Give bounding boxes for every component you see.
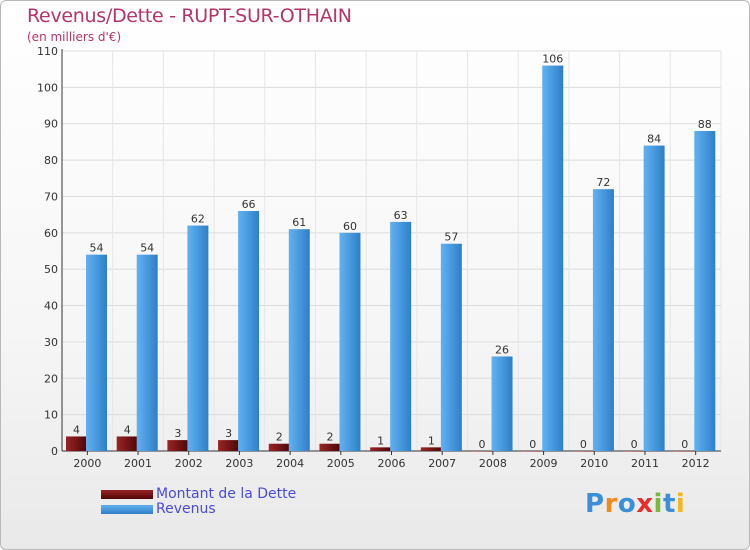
- logo-letter: i: [653, 489, 663, 519]
- legend-swatch-dette: [101, 490, 153, 499]
- data-label-dette-2008: 0: [479, 438, 486, 451]
- data-label-dette-2011: 0: [631, 438, 638, 451]
- bar-revenus-2000: [86, 254, 107, 451]
- data-label-revenus-2010: 72: [596, 176, 610, 189]
- x-tick-label-2009: 2009: [530, 457, 558, 470]
- bar-revenus-2003: [238, 211, 260, 451]
- data-label-dette-2003: 3: [225, 427, 232, 440]
- data-label-dette-2006: 1: [377, 434, 384, 447]
- data-label-dette-2004: 2: [276, 431, 283, 444]
- bar-revenus-2011: [643, 145, 665, 451]
- x-tick-label-2010: 2010: [580, 457, 608, 470]
- bar-revenus-2005: [339, 232, 361, 451]
- bar-dette-2000: [66, 436, 87, 451]
- x-tick-label-2006: 2006: [378, 457, 406, 470]
- logo-letter: P: [585, 489, 605, 519]
- chart-title: Revenus/Dette - RUPT-SUR-OTHAIN: [27, 5, 352, 27]
- y-tick-label-20: 20: [44, 372, 58, 385]
- bar-revenus-2002: [187, 225, 209, 451]
- bar-dette-2010: [572, 451, 594, 452]
- x-tick-label-2003: 2003: [225, 457, 253, 470]
- y-tick-label-30: 30: [44, 336, 58, 349]
- proxiti-logo: Proxiti: [585, 489, 685, 519]
- bar-dette-2011: [623, 451, 645, 452]
- legend-label-revenus: Revenus: [156, 501, 216, 517]
- bar-revenus-2006: [390, 221, 412, 451]
- data-label-dette-2009: 0: [529, 438, 536, 451]
- x-tick-label-2002: 2002: [175, 457, 203, 470]
- data-label-dette-2001: 4: [124, 423, 131, 436]
- x-tick-label-2007: 2007: [428, 457, 456, 470]
- data-label-revenus-2004: 61: [292, 216, 306, 229]
- legend-swatch-revenus: [101, 505, 153, 514]
- data-label-dette-2007: 1: [428, 434, 435, 447]
- y-tick-label-80: 80: [44, 154, 58, 167]
- bar-revenus-2008: [491, 356, 513, 451]
- logo-letter: t: [662, 489, 676, 519]
- bar-dette-2006: [370, 447, 392, 451]
- bar-dette-2001: [116, 436, 138, 451]
- bar-dette-2005: [319, 443, 341, 451]
- bar-dette-2009: [522, 451, 544, 452]
- data-label-revenus-2012: 88: [698, 118, 712, 131]
- logo-letter: o: [617, 489, 637, 519]
- x-tick-label-2011: 2011: [631, 457, 659, 470]
- data-label-dette-2010: 0: [580, 438, 587, 451]
- logo-letter: i: [675, 489, 686, 519]
- y-tick-label-70: 70: [44, 190, 58, 203]
- data-label-dette-2012: 0: [681, 438, 688, 451]
- logo-letter: x: [636, 489, 654, 519]
- logo-letter: r: [604, 489, 618, 519]
- bar-revenus-2012: [694, 131, 716, 451]
- data-label-revenus-2002: 62: [191, 213, 205, 226]
- y-tick-label-90: 90: [44, 118, 58, 131]
- bar-revenus-2004: [288, 229, 310, 451]
- bar-dette-2008: [471, 451, 493, 452]
- bar-dette-2007: [420, 447, 442, 451]
- data-label-revenus-2003: 66: [242, 198, 256, 211]
- data-label-dette-2002: 3: [174, 427, 181, 440]
- data-label-dette-2005: 2: [326, 431, 333, 444]
- bar-dette-2002: [167, 440, 189, 451]
- x-tick-label-2001: 2001: [124, 457, 152, 470]
- y-tick-label-50: 50: [44, 263, 58, 276]
- bar-revenus-2010: [592, 189, 614, 451]
- data-label-revenus-2008: 26: [495, 343, 509, 356]
- data-label-revenus-2011: 84: [647, 133, 661, 146]
- bar-revenus-2001: [136, 254, 158, 451]
- x-tick-label-2012: 2012: [682, 457, 710, 470]
- bar-dette-2012: [674, 451, 696, 452]
- y-tick-label-10: 10: [44, 409, 58, 422]
- data-label-revenus-2005: 60: [343, 220, 357, 233]
- bar-dette-2003: [218, 440, 240, 451]
- y-tick-label-110: 110: [37, 45, 58, 58]
- bar-dette-2004: [268, 443, 290, 451]
- x-tick-label-2000: 2000: [73, 457, 101, 470]
- x-tick-label-2004: 2004: [276, 457, 304, 470]
- y-tick-label-40: 40: [44, 300, 58, 313]
- data-label-dette-2000: 4: [73, 423, 80, 436]
- y-tick-label-60: 60: [44, 227, 58, 240]
- y-tick-label-0: 0: [51, 445, 58, 458]
- bar-revenus-2009: [542, 65, 564, 451]
- bar-revenus-2007: [440, 243, 462, 451]
- x-tick-label-2005: 2005: [327, 457, 355, 470]
- legend-label-dette: Montant de la Dette: [156, 486, 297, 502]
- data-label-revenus-2007: 57: [444, 231, 458, 244]
- data-label-revenus-2001: 54: [140, 242, 154, 255]
- data-label-revenus-2000: 54: [90, 242, 104, 255]
- x-tick-label-2008: 2008: [479, 457, 507, 470]
- data-label-revenus-2009: 106: [542, 53, 563, 66]
- data-label-revenus-2006: 63: [394, 209, 408, 222]
- chart-subtitle: (en milliers d'€): [27, 30, 122, 44]
- y-tick-label-100: 100: [37, 81, 58, 94]
